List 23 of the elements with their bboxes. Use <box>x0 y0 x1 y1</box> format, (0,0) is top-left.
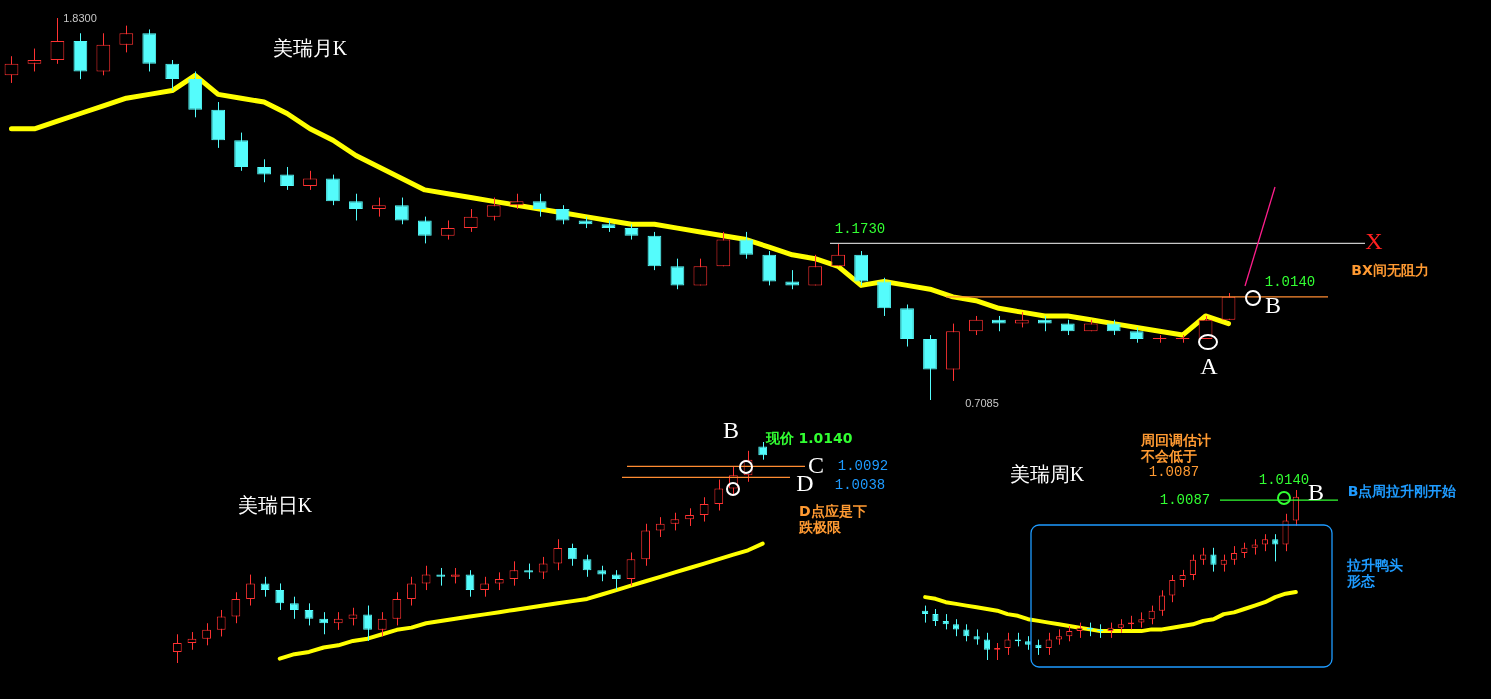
text: 1.0038 <box>834 476 886 494</box>
annotation: B <box>722 417 740 445</box>
chart-title: 美瑞周K <box>1009 462 1085 486</box>
text: BX间无阻力 <box>1351 261 1429 279</box>
annotation: 1.8300 <box>63 11 97 25</box>
text: B <box>1264 292 1282 320</box>
text: 1.0092 <box>837 457 889 475</box>
annotation: 1.1730 <box>834 220 886 238</box>
text: 周回调估计不会低于 <box>1141 431 1212 465</box>
annotation: 现价 1.0140 <box>765 429 853 447</box>
text: B点周拉升刚开始 <box>1347 482 1457 500</box>
text: 1.0140 <box>1264 273 1316 291</box>
text: D点应是下跌极限 <box>799 502 868 536</box>
text: 美瑞日K <box>237 493 313 517</box>
annotation: 0.7085 <box>965 396 999 410</box>
text: 美瑞月K <box>272 36 348 60</box>
text: 1.0140 <box>1258 471 1310 488</box>
annotation: 1.0087 <box>1159 491 1211 509</box>
text: 1.0087 <box>1148 463 1200 481</box>
text: B <box>1308 479 1325 507</box>
text: 拉升鸭头形态 <box>1347 556 1404 590</box>
annotation: A <box>1200 353 1218 381</box>
text: X <box>1365 228 1383 256</box>
